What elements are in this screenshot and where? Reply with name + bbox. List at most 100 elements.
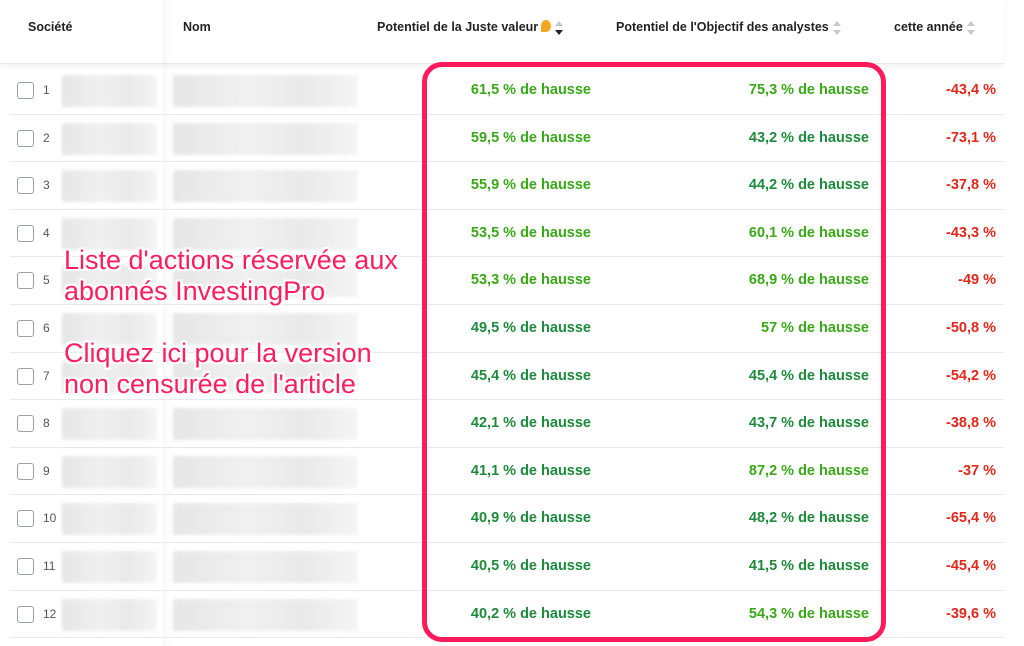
overlay-text-line2[interactable]: abonnés InvestingPro bbox=[64, 276, 326, 306]
table-row[interactable]: 11 40,5 % de hausse 41,5 % de hausse -45… bbox=[10, 543, 1004, 591]
col-juste-valeur[interactable]: Potentiel de la Juste valeur bbox=[377, 20, 564, 35]
row-number: 1 bbox=[43, 83, 50, 97]
sort-icon[interactable] bbox=[966, 20, 975, 35]
row-number: 9 bbox=[43, 463, 50, 478]
analyst-target-upside: 87,2 % de hausse bbox=[748, 462, 869, 479]
censored-nom bbox=[173, 170, 358, 203]
ytd-change: -43,3 % bbox=[946, 224, 996, 241]
table-row[interactable]: 9 41,1 % de hausse 87,2 % de hausse -37 … bbox=[10, 448, 1004, 496]
row-checkbox[interactable] bbox=[17, 510, 34, 528]
ytd-change: -45,4 % bbox=[946, 558, 996, 574]
fair-value-upside: 53,5 % de hausse bbox=[470, 224, 591, 241]
censored-societe bbox=[62, 217, 157, 250]
row-number: 11 bbox=[43, 559, 56, 573]
row-number: 7 bbox=[43, 368, 50, 383]
col-objectif[interactable]: Potentiel de l'Objectif des analystes bbox=[616, 20, 841, 35]
fair-value-upside: 40,5 % de hausse bbox=[470, 558, 591, 574]
fair-value-upside: 61,5 % de hausse bbox=[470, 82, 591, 98]
row-checkbox[interactable] bbox=[17, 177, 34, 195]
col-juste-valeur-label: Potentiel de la Juste valeur bbox=[377, 20, 539, 34]
row-checkbox[interactable] bbox=[17, 224, 34, 242]
censored-societe bbox=[62, 75, 157, 107]
row-checkbox[interactable] bbox=[17, 462, 34, 480]
row-number: 6 bbox=[43, 321, 50, 335]
table-row[interactable]: 5 53,3 % de hausse 68,9 % de hausse -49 … bbox=[10, 257, 1004, 305]
table-row[interactable]: 2 59,5 % de hausse 43,2 % de hausse -73,… bbox=[10, 115, 1004, 163]
fair-value-upside: 42,1 % de hausse bbox=[470, 415, 591, 432]
censored-nom bbox=[173, 217, 358, 250]
table-row[interactable]: 12 40,2 % de hausse 54,3 % de hausse -39… bbox=[10, 591, 1004, 639]
censored-societe bbox=[62, 408, 157, 441]
censored-nom bbox=[173, 408, 358, 441]
censored-societe bbox=[62, 503, 157, 536]
analyst-target-upside: 41,5 % de hausse bbox=[748, 558, 869, 574]
censored-societe bbox=[62, 122, 157, 155]
censored-nom bbox=[173, 313, 358, 345]
row-number: 2 bbox=[43, 130, 50, 145]
censored-societe bbox=[62, 551, 157, 583]
row-checkbox[interactable] bbox=[17, 129, 34, 147]
censored-nom bbox=[173, 360, 358, 393]
fair-value-upside: 40,9 % de hausse bbox=[470, 510, 591, 527]
table-row[interactable]: 6 49,5 % de hausse 57 % de hausse -50,8 … bbox=[10, 305, 1004, 353]
sort-desc-icon[interactable] bbox=[555, 20, 564, 35]
row-checkbox[interactable] bbox=[17, 272, 34, 290]
ytd-change: -49 % bbox=[958, 272, 996, 289]
analyst-target-upside: 68,9 % de hausse bbox=[748, 272, 869, 289]
analyst-target-upside: 48,2 % de hausse bbox=[748, 510, 869, 527]
censored-nom bbox=[173, 122, 358, 155]
overlay-link-line2[interactable]: non censurée de l'article bbox=[64, 369, 356, 399]
analyst-target-upside: 45,4 % de hausse bbox=[748, 367, 869, 384]
ytd-change: -54,2 % bbox=[946, 367, 996, 384]
row-checkbox[interactable] bbox=[17, 320, 34, 337]
col-annee[interactable]: cette année bbox=[894, 20, 975, 35]
col-annee-label: cette année bbox=[894, 20, 963, 34]
analyst-target-upside: 43,2 % de hausse bbox=[748, 129, 869, 146]
censored-societe bbox=[62, 360, 157, 393]
ytd-change: -39,6 % bbox=[946, 605, 996, 622]
col-nom[interactable]: Nom bbox=[183, 20, 211, 34]
ytd-change: -38,8 % bbox=[946, 415, 996, 432]
table-row[interactable]: 7 45,4 % de hausse 45,4 % de hausse -54,… bbox=[10, 353, 1004, 401]
analyst-target-upside: 57 % de hausse bbox=[761, 320, 869, 336]
censored-nom bbox=[173, 75, 358, 107]
overlay-text-line1[interactable]: Liste d'actions réservée aux bbox=[64, 245, 398, 275]
sort-icon[interactable] bbox=[832, 20, 841, 35]
censored-societe bbox=[62, 265, 157, 298]
analyst-target-upside: 43,7 % de hausse bbox=[748, 415, 869, 432]
censored-nom bbox=[173, 265, 358, 298]
ytd-change: -50,8 % bbox=[946, 320, 996, 336]
table-row[interactable]: 3 55,9 % de hausse 44,2 % de hausse -37,… bbox=[10, 162, 1004, 210]
table-row[interactable]: 10 40,9 % de hausse 48,2 % de hausse -65… bbox=[10, 495, 1004, 543]
ytd-change: -37 % bbox=[958, 462, 996, 479]
censored-societe bbox=[62, 598, 157, 631]
fair-value-upside: 49,5 % de hausse bbox=[470, 320, 591, 336]
row-number: 4 bbox=[43, 225, 50, 240]
row-number: 5 bbox=[43, 273, 50, 288]
ytd-change: -73,1 % bbox=[946, 129, 996, 146]
censored-societe bbox=[62, 455, 157, 488]
fair-value-upside: 55,9 % de hausse bbox=[470, 177, 591, 194]
row-checkbox[interactable] bbox=[17, 367, 34, 385]
analyst-target-upside: 44,2 % de hausse bbox=[748, 177, 869, 194]
col-societe[interactable]: Société bbox=[28, 20, 73, 34]
table-row[interactable]: 1 61,5 % de hausse 75,3 % de hausse -43,… bbox=[10, 67, 1004, 115]
fair-value-upside: 41,1 % de hausse bbox=[470, 462, 591, 479]
row-number: 10 bbox=[43, 511, 57, 526]
row-checkbox[interactable] bbox=[17, 415, 34, 433]
ytd-change: -37,8 % bbox=[946, 177, 996, 194]
row-number: 12 bbox=[43, 606, 57, 621]
censored-nom bbox=[173, 455, 358, 488]
table-row[interactable]: 8 42,1 % de hausse 43,7 % de hausse -38,… bbox=[10, 400, 1004, 448]
row-checkbox[interactable] bbox=[17, 558, 34, 575]
fair-value-upside: 53,3 % de hausse bbox=[470, 272, 591, 289]
fair-value-upside: 40,2 % de hausse bbox=[470, 605, 591, 622]
overlay-link-line1[interactable]: Cliquez ici pour la version bbox=[64, 338, 372, 368]
table-row[interactable]: 4 53,5 % de hausse 60,1 % de hausse -43,… bbox=[10, 210, 1004, 258]
fair-value-upside: 59,5 % de hausse bbox=[470, 129, 591, 146]
row-checkbox[interactable] bbox=[17, 82, 34, 99]
censored-nom bbox=[173, 503, 358, 536]
analyst-target-upside: 75,3 % de hausse bbox=[748, 82, 869, 98]
row-checkbox[interactable] bbox=[17, 605, 34, 623]
fair-value-upside: 45,4 % de hausse bbox=[470, 367, 591, 384]
